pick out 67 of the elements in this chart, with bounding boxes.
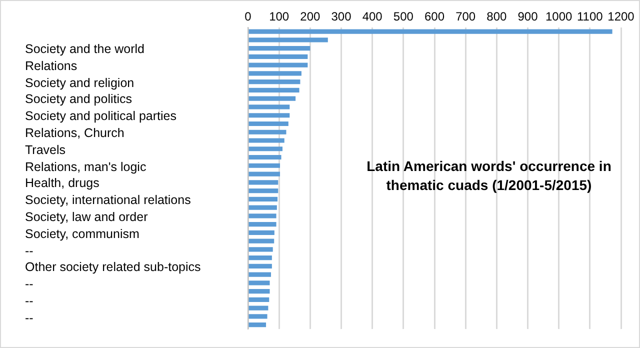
bar — [248, 71, 302, 76]
bar — [248, 222, 276, 227]
x-tick-label: 100 — [269, 10, 290, 24]
bar — [248, 288, 270, 294]
bar — [248, 154, 282, 160]
bar — [248, 146, 283, 152]
x-tick-label: 700 — [456, 10, 476, 24]
bar — [248, 121, 288, 126]
x-tick-label: 500 — [393, 10, 414, 24]
bar — [248, 46, 310, 51]
x-tick-label: 0 — [244, 10, 252, 24]
bar — [248, 247, 273, 252]
bar — [248, 230, 274, 235]
x-tick-label: 900 — [518, 10, 538, 24]
text: Relations — [25, 58, 78, 75]
bar — [248, 314, 268, 319]
bar — [248, 264, 272, 268]
x-tick-label: 600 — [424, 10, 445, 24]
x-tick-label: 400 — [362, 10, 383, 24]
bar — [248, 255, 272, 260]
bar — [248, 96, 296, 101]
bar — [248, 172, 280, 176]
bar — [248, 280, 270, 286]
x-tick-label: 300 — [331, 10, 352, 24]
text: Latin American words' occurrence in thematic cuads (1/2001-5/2015) — [366, 157, 612, 195]
x-tick-label: 1000 — [545, 10, 573, 24]
bar — [248, 38, 328, 42]
bar — [248, 130, 286, 134]
bar — [248, 80, 300, 84]
text: Travels — [25, 142, 67, 159]
bar — [248, 163, 280, 168]
bar — [248, 29, 612, 34]
text: Relations, man's logic — [25, 158, 148, 176]
text: Society, law and order — [25, 208, 149, 226]
bar — [248, 188, 278, 194]
x-tick-label: 1200 — [608, 10, 635, 24]
text: -- — [25, 310, 34, 327]
text: Health, drugs — [25, 175, 100, 192]
bar — [248, 54, 308, 60]
bar — [248, 113, 290, 118]
bar — [248, 214, 276, 218]
bar — [248, 205, 277, 210]
bar — [248, 138, 284, 143]
x-tick-label: 800 — [486, 10, 507, 24]
bar — [248, 297, 270, 302]
bar — [248, 180, 278, 185]
x-tick-label: 200 — [300, 10, 320, 24]
bar — [248, 272, 271, 277]
bar — [248, 88, 300, 93]
text: Society and religion — [25, 74, 136, 92]
bar — [248, 306, 268, 310]
bar — [248, 322, 266, 328]
bar — [248, 62, 308, 68]
text: Society and the world — [25, 41, 146, 58]
text: Society, international relations — [25, 192, 192, 209]
bar — [248, 238, 274, 244]
text: Society and politics — [25, 91, 134, 108]
bar — [248, 104, 290, 110]
text: -- — [25, 292, 34, 310]
text: Society, communism — [25, 226, 140, 243]
bar — [248, 196, 278, 202]
text: Society and political parties — [25, 108, 178, 125]
x-tick-label: 1100 — [577, 10, 604, 24]
text: Relations, Church — [25, 124, 126, 142]
text: -- — [25, 276, 34, 293]
text: Other society related sub-topics — [25, 259, 201, 276]
text: -- — [25, 242, 34, 260]
